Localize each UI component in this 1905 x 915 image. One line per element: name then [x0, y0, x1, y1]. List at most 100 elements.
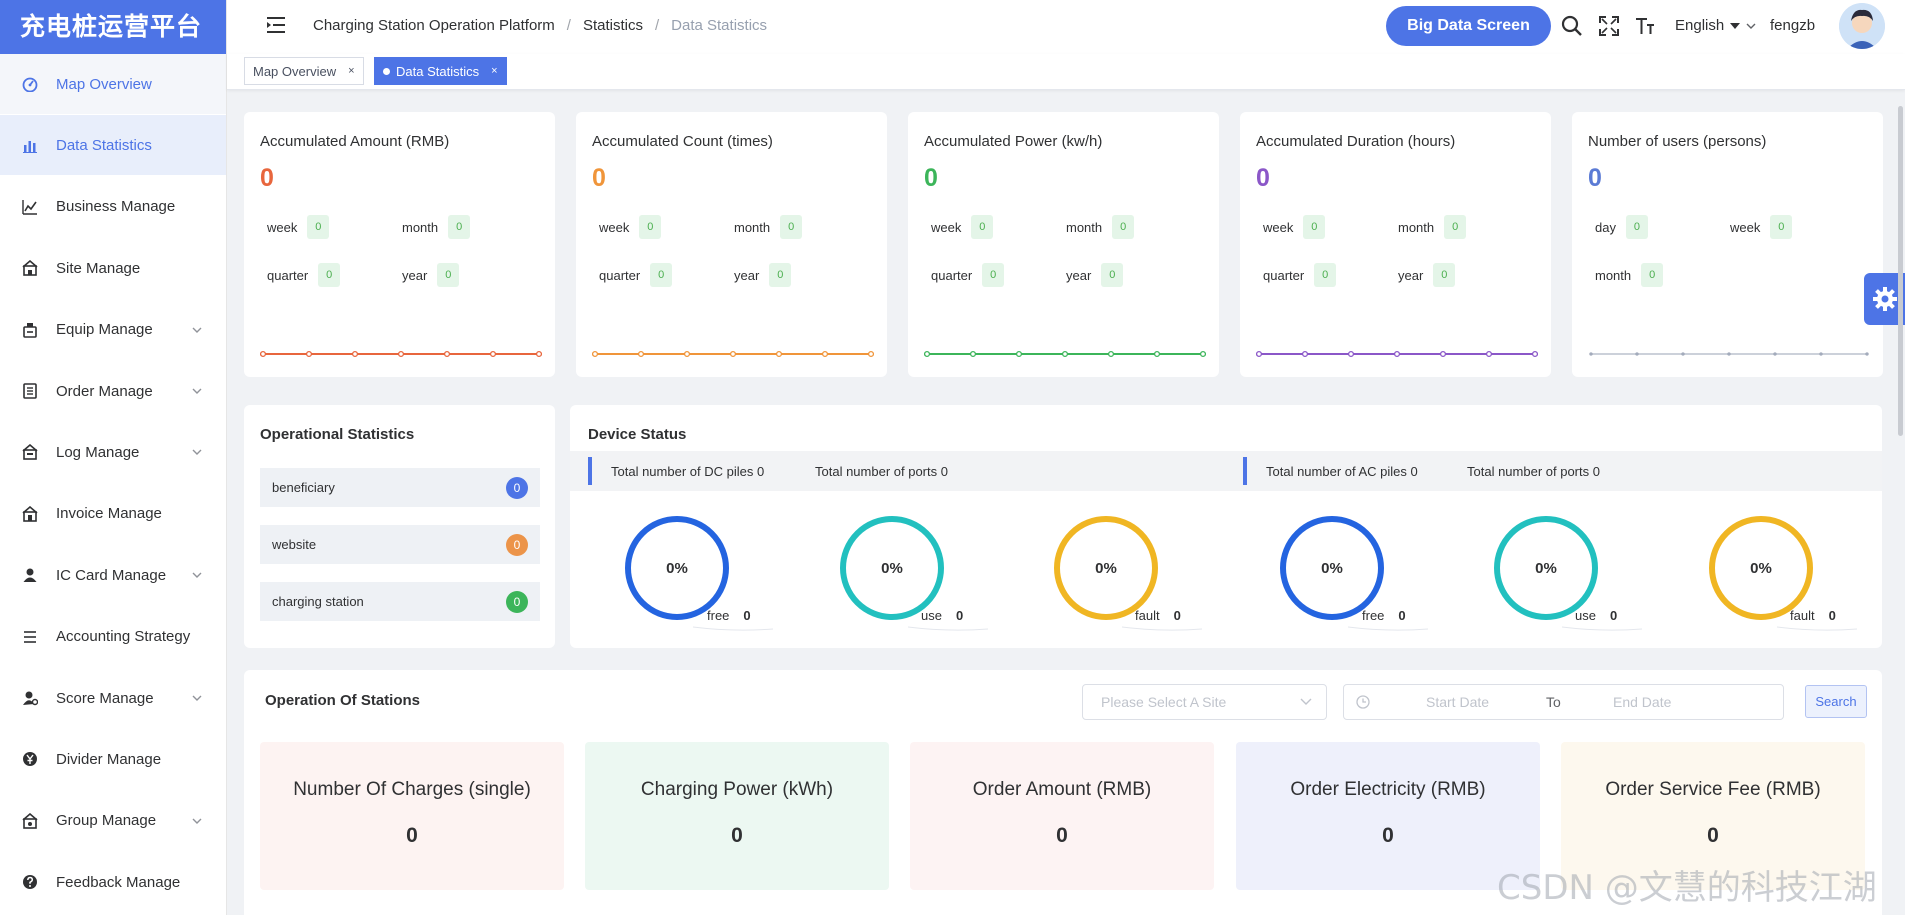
sparkline-point [1727, 352, 1731, 356]
language-select[interactable]: English [1675, 17, 1756, 34]
stat-period-badge: 0 [650, 263, 673, 287]
operational-count-badge: 0 [506, 477, 528, 499]
clock-icon [1356, 695, 1370, 709]
chevron-down-icon [192, 695, 202, 701]
avatar[interactable] [1839, 3, 1885, 49]
sidebar-item-score-manage[interactable]: Score Manage [0, 668, 226, 728]
sidebar-item-site-manage[interactable]: Site Manage [0, 238, 226, 298]
tab-data-statistics[interactable]: Data Statistics × [374, 57, 507, 85]
status-ring-legend: free 0 [1362, 608, 1406, 623]
status-ring-percent: 0% [1750, 560, 1772, 577]
sidebar-item-accounting-strategy[interactable]: Accounting Strategy [0, 607, 226, 667]
end-date-input[interactable]: End Date [1613, 694, 1672, 710]
stat-period: week 0 [599, 215, 662, 239]
site-select-placeholder: Please Select A Site [1101, 694, 1227, 710]
status-legend-underline [1777, 626, 1857, 631]
sparkline-point [592, 350, 599, 358]
breadcrumb-statistics[interactable]: Statistics [582, 17, 643, 34]
sparkline-point [1439, 350, 1447, 358]
sidebar-item-log-manage[interactable]: Log Manage [0, 422, 226, 482]
operation-of-stations-title: Operation Of Stations [265, 692, 421, 709]
status-count: 0 [955, 608, 964, 623]
breadcrumb-current: Data Statistics [671, 17, 768, 34]
sidebar-item-invoice-manage[interactable]: Invoice Manage [0, 484, 226, 544]
stat-period-badge: 0 [1314, 263, 1337, 287]
sidebar-item-order-manage[interactable]: Order Manage [0, 361, 226, 421]
stat-title: Number of users (persons) [1588, 133, 1767, 150]
stat-period: month 0 [1595, 263, 1664, 287]
sidebar-item-label: Accounting Strategy [56, 628, 191, 646]
status-label: free [1362, 608, 1385, 623]
stat-title: Accumulated Count (times) [592, 133, 773, 150]
metric-title: Order Amount (RMB) [972, 779, 1152, 800]
fullscreen-icon[interactable] [1598, 15, 1620, 37]
sidebar-item-label: Feedback Manage [56, 873, 181, 891]
trend-sparkline [924, 350, 1206, 358]
stat-period-badge: 0 [780, 215, 803, 239]
status-ring-percent: 0% [1321, 560, 1343, 577]
status-ring-arc [1054, 516, 1158, 620]
sparkline-point [867, 350, 874, 358]
station-metric-card: Number Of Charges (single) 0 [260, 742, 564, 890]
sidebar-item-label: Map Overview [56, 75, 152, 93]
operational-count-badge: 0 [506, 534, 528, 556]
stat-period-label: year [1398, 267, 1424, 283]
trend-sparkline [260, 350, 542, 358]
sidebar-item-divider-manage[interactable]: Divider Manage [0, 729, 226, 789]
stat-period: year 0 [1398, 263, 1456, 287]
operational-item: charging station 0 [260, 582, 540, 621]
sidebar-item-equip-manage[interactable]: Equip Manage [0, 300, 226, 360]
sidebar-item-ic-card-manage[interactable]: IC Card Manage [0, 545, 226, 605]
sparkline-point [924, 350, 931, 358]
search-button[interactable]: Search [1805, 685, 1867, 718]
stat-period-badge: 0 [1641, 263, 1664, 287]
app-logo[interactable]: 充电桩运营平台 [0, 0, 226, 54]
status-legend-underline [1122, 626, 1202, 631]
sidebar-item-label: Log Manage [56, 443, 140, 461]
sidebar-item-label: Invoice Manage [56, 505, 162, 523]
status-ring-arc [1280, 516, 1384, 620]
stat-period-label: week [1263, 219, 1294, 235]
sidebar-item-map-overview[interactable]: Map Overview [0, 54, 226, 114]
sparkline-point [1107, 350, 1115, 358]
close-icon[interactable]: × [491, 65, 498, 77]
active-dot-icon [383, 67, 390, 75]
status-label: free [707, 608, 730, 623]
sidebar-item-group-manage[interactable]: Group Manage [0, 791, 226, 851]
scrollbar-thumb[interactable] [1898, 106, 1903, 436]
close-icon[interactable]: × [348, 65, 355, 77]
sparkline-point [637, 350, 645, 358]
sidebar-item-data-statistics[interactable]: Data Statistics [0, 115, 226, 176]
hamburger-icon[interactable] [267, 16, 287, 34]
sparkline-point [1393, 350, 1401, 358]
big-data-screen-button[interactable]: Big Data Screen [1386, 6, 1551, 46]
breadcrumb-root[interactable]: Charging Station Operation Platform [313, 17, 555, 34]
sidebar-item-label: Business Manage [56, 198, 176, 216]
stat-period-label: year [734, 267, 760, 283]
stat-title: Accumulated Duration (hours) [1256, 133, 1456, 150]
sidebar: 充电桩运营平台 Map Overview Data Statistics Busin… [0, 0, 227, 915]
stat-period-label: month [1398, 219, 1435, 235]
date-range-picker[interactable]: Start Date To End Date [1343, 684, 1784, 720]
operational-statistics-card: Operational Statistics beneficiary 0 websi… [244, 405, 555, 648]
font-size-icon[interactable] [1634, 15, 1656, 37]
stat-card: Accumulated Count (times) 0 week 0 month 0 qua… [576, 112, 887, 377]
status-ring: 0% [1494, 516, 1598, 620]
metric-title: Order Electricity (RMB) [1290, 779, 1486, 800]
sparkline-point [775, 350, 783, 358]
sparkline-point [729, 350, 737, 358]
status-ring-arc [840, 516, 944, 620]
tab-map-overview[interactable]: Map Overview × [244, 57, 364, 85]
sparkline-point [969, 350, 977, 358]
sparkline-point [397, 350, 405, 358]
sparkline-point [1773, 352, 1777, 356]
sidebar-item-business-manage[interactable]: Business Manage [0, 177, 226, 237]
site-select[interactable]: Please Select A Site [1082, 684, 1327, 720]
start-date-input[interactable]: Start Date [1426, 694, 1490, 710]
username[interactable]: fengzb [1770, 17, 1816, 34]
sidebar-item-feedback-manage[interactable]: Feedback Manage [0, 852, 226, 912]
language-label: English [1675, 17, 1725, 34]
stat-period-badge: 0 [1303, 215, 1326, 239]
search-icon[interactable] [1561, 15, 1583, 37]
stat-period: week 0 [1263, 215, 1326, 239]
